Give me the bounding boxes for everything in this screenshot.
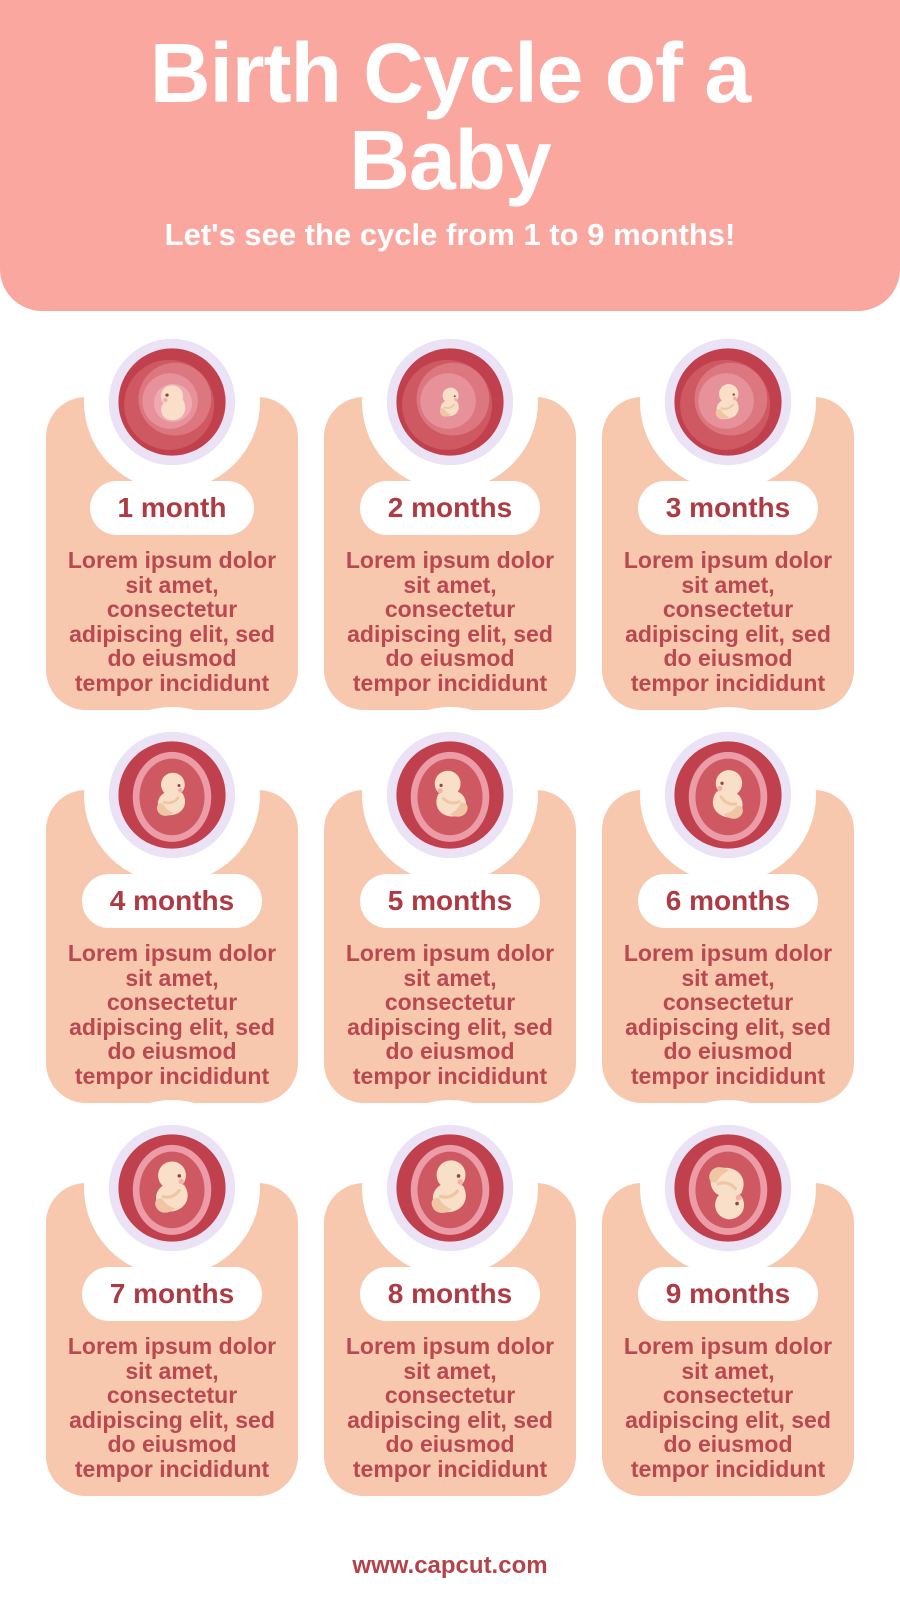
fetus-in-womb-icon xyxy=(661,728,795,862)
month-badge: 4 months xyxy=(81,874,263,928)
footer-url-link[interactable]: www.capcut.com xyxy=(352,1552,548,1579)
fetus-in-womb-icon xyxy=(383,728,517,862)
month-badge: 5 months xyxy=(359,874,541,928)
footer: www.capcut.com xyxy=(0,1552,900,1580)
month-label: 3 months xyxy=(665,492,791,523)
month-badge: 6 months xyxy=(637,874,819,928)
month-card-4: 4 months Lorem ipsum dolor sit amet, con… xyxy=(46,707,298,1103)
month-badge: 2 months xyxy=(359,481,541,535)
month-label: 6 months xyxy=(665,885,791,916)
fetus-in-womb-icon xyxy=(661,335,795,469)
header-banner: Birth Cycle of a Baby Let's see the cycl… xyxy=(0,0,900,311)
womb-svg xyxy=(386,338,514,466)
month-card-3: 3 months Lorem ipsum dolor sit amet, con… xyxy=(602,314,854,710)
month-card-2: 2 months Lorem ipsum dolor sit amet, con… xyxy=(324,314,576,710)
month-card-1: 1 month Lorem ipsum dolor sit amet, cons… xyxy=(46,314,298,710)
month-label: 2 months xyxy=(387,492,513,523)
womb-svg xyxy=(664,731,792,859)
month-card-7: 7 months Lorem ipsum dolor sit amet, con… xyxy=(46,1100,298,1496)
page-subtitle: Let's see the cycle from 1 to 9 months! xyxy=(164,216,736,252)
card-description: Lorem ipsum dolor sit amet, consectetur … xyxy=(623,1333,833,1482)
card-description: Lorem ipsum dolor sit amet, consectetur … xyxy=(67,940,277,1089)
fetus-in-womb-icon xyxy=(105,728,239,862)
month-badge: 3 months xyxy=(637,481,819,535)
womb-svg xyxy=(108,731,236,859)
month-label: 7 months xyxy=(109,1278,235,1309)
fetus-in-womb-icon xyxy=(383,1121,517,1255)
womb-svg xyxy=(386,1124,514,1252)
card-description: Lorem ipsum dolor sit amet, consectetur … xyxy=(67,547,277,696)
fetus-in-womb-icon xyxy=(383,335,517,469)
month-label: 5 months xyxy=(387,885,513,916)
womb-svg xyxy=(386,731,514,859)
card-body: 3 months Lorem ipsum dolor sit amet, con… xyxy=(602,397,854,710)
month-label: 8 months xyxy=(387,1278,513,1309)
card-description: Lorem ipsum dolor sit amet, consectetur … xyxy=(345,1333,555,1482)
month-badge: 1 month xyxy=(89,481,255,535)
month-card-5: 5 months Lorem ipsum dolor sit amet, con… xyxy=(324,707,576,1103)
card-description: Lorem ipsum dolor sit amet, consectetur … xyxy=(345,940,555,1089)
embryo-in-womb-icon xyxy=(105,335,239,469)
card-description: Lorem ipsum dolor sit amet, consectetur … xyxy=(623,547,833,696)
card-description: Lorem ipsum dolor sit amet, consectetur … xyxy=(623,940,833,1089)
womb-svg xyxy=(108,1124,236,1252)
womb-svg xyxy=(108,338,236,466)
month-label: 9 months xyxy=(665,1278,791,1309)
months-grid: 1 month Lorem ipsum dolor sit amet, cons… xyxy=(0,314,900,1496)
page-title: Birth Cycle of a Baby xyxy=(149,26,751,208)
month-label: 4 months xyxy=(109,885,235,916)
card-body: 2 months Lorem ipsum dolor sit amet, con… xyxy=(324,397,576,710)
card-body: 5 months Lorem ipsum dolor sit amet, con… xyxy=(324,790,576,1103)
card-description: Lorem ipsum dolor sit amet, consectetur … xyxy=(67,1333,277,1482)
month-badge: 8 months xyxy=(359,1267,541,1321)
month-card-8: 8 months Lorem ipsum dolor sit amet, con… xyxy=(324,1100,576,1496)
month-card-6: 6 months Lorem ipsum dolor sit amet, con… xyxy=(602,707,854,1103)
card-description: Lorem ipsum dolor sit amet, consectetur … xyxy=(345,547,555,696)
womb-svg xyxy=(664,1124,792,1252)
month-card-9: 9 months Lorem ipsum dolor sit amet, con… xyxy=(602,1100,854,1496)
month-badge: 9 months xyxy=(637,1267,819,1321)
fetus-in-womb-icon xyxy=(661,1121,795,1255)
month-badge: 7 months xyxy=(81,1267,263,1321)
month-label: 1 month xyxy=(117,492,227,523)
fetus-in-womb-icon xyxy=(105,1121,239,1255)
womb-svg xyxy=(664,338,792,466)
